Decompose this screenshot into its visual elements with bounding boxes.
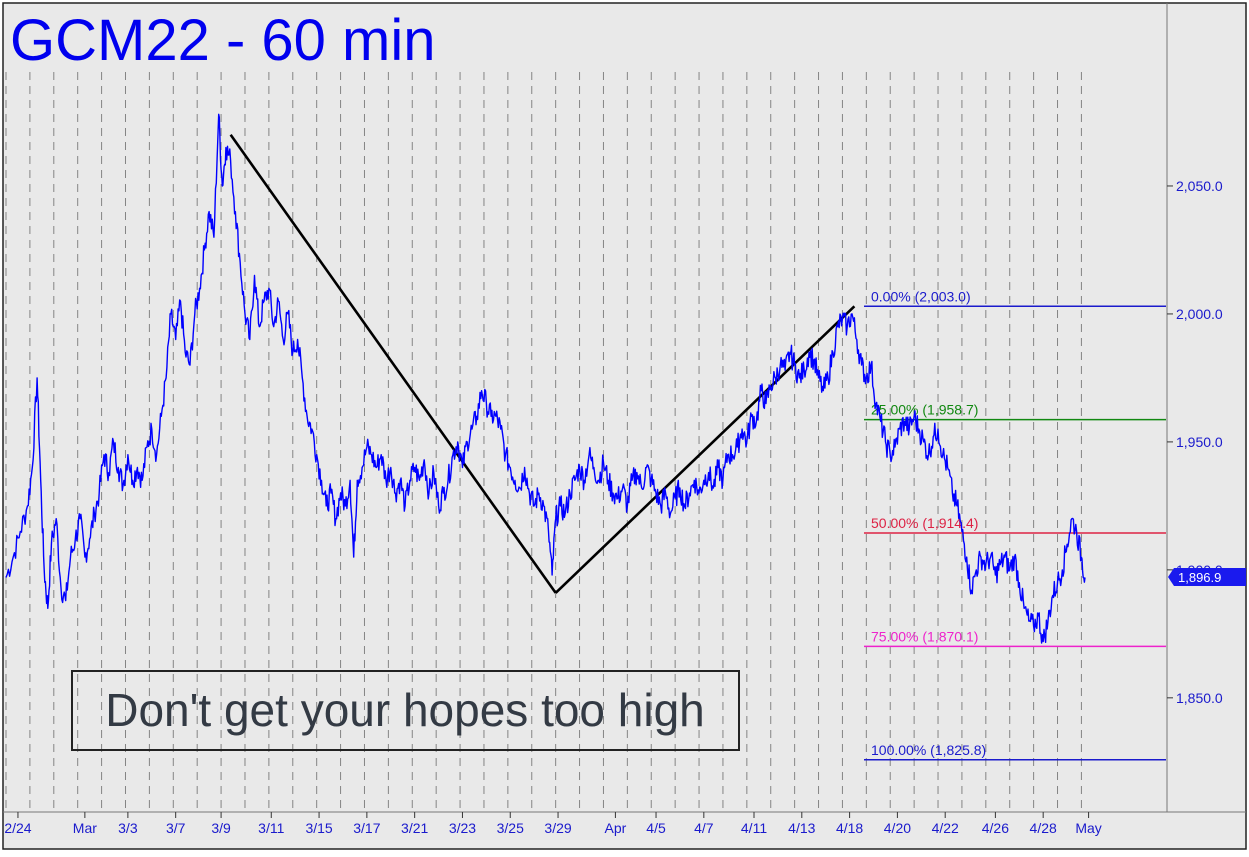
x-tick-label: 4/18 xyxy=(836,820,863,836)
annotation-box: Don't get your hopes too high xyxy=(71,670,740,751)
time-axis: 2/24 Mar 3/3 3/7 3/9 3/11 3/15 3/17 3/21 3/23 3/25… xyxy=(4,812,1102,836)
x-tick-label: 3/15 xyxy=(305,820,332,836)
annotation-text: Don't get your hopes too high xyxy=(105,684,705,736)
price-line xyxy=(5,113,1086,644)
x-tick-label: 4/20 xyxy=(884,820,911,836)
x-tick-label: 2/24 xyxy=(4,820,31,836)
x-tick-label: 4/26 xyxy=(982,820,1009,836)
abc-pattern-lines xyxy=(229,134,856,594)
x-tick-label: 4/7 xyxy=(694,820,714,836)
x-tick-label: 3/21 xyxy=(401,820,428,836)
x-tick-label: May xyxy=(1075,820,1101,836)
x-tick-label: 4/5 xyxy=(646,820,666,836)
pattern-line xyxy=(229,134,557,594)
x-tick-label: 3/17 xyxy=(353,820,380,836)
x-tick-label: 4/28 xyxy=(1030,820,1057,836)
last-price-label: 1,896.9 xyxy=(1178,570,1221,585)
fib-label: 25.00% (1,958.7) xyxy=(871,402,978,418)
x-tick-label: 3/29 xyxy=(544,820,571,836)
last-price-marker: 1,896.9 xyxy=(1168,568,1246,586)
x-tick-label: 3/23 xyxy=(449,820,476,836)
chart-title: GCM22 - 60 min xyxy=(10,8,435,73)
pattern-line xyxy=(554,305,856,594)
x-tick-label: 3/3 xyxy=(118,820,138,836)
x-tick-label: 3/9 xyxy=(211,820,231,836)
y-tick-label: 1,850.0 xyxy=(1176,690,1223,706)
last-price-tag xyxy=(1168,568,1246,586)
x-tick-label: 3/25 xyxy=(497,820,524,836)
x-tick-label: Mar xyxy=(73,820,97,836)
x-tick-label: 4/22 xyxy=(932,820,959,836)
x-tick-label: 3/11 xyxy=(258,820,284,836)
price-axis: 2,050.02,000.01,950.01,900.01,850.0 xyxy=(1167,178,1223,706)
x-tick-label: 4/13 xyxy=(788,820,815,836)
annotation-frame xyxy=(71,670,740,751)
y-tick-label: 2,000.0 xyxy=(1176,306,1223,322)
fibonacci-levels: 0.00% (2,003.0) 25.00% (1,958.7) 50.00% (1… xyxy=(864,288,1166,761)
x-tick-label: Apr xyxy=(605,820,627,836)
price-series xyxy=(5,113,1086,644)
y-tick-label: 1,950.0 xyxy=(1176,434,1223,450)
y-tick-label: 2,050.0 xyxy=(1176,178,1223,194)
x-tick-label: 3/7 xyxy=(166,820,186,836)
x-tick-label: 4/11 xyxy=(741,820,767,836)
fib-label: 0.00% (2,003.0) xyxy=(871,288,971,304)
fib-label: 100.00% (1,825.8) xyxy=(871,742,986,758)
fib-label: 75.00% (1,870.1) xyxy=(871,628,978,644)
fib-label: 50.00% (1,914.4) xyxy=(871,515,978,531)
